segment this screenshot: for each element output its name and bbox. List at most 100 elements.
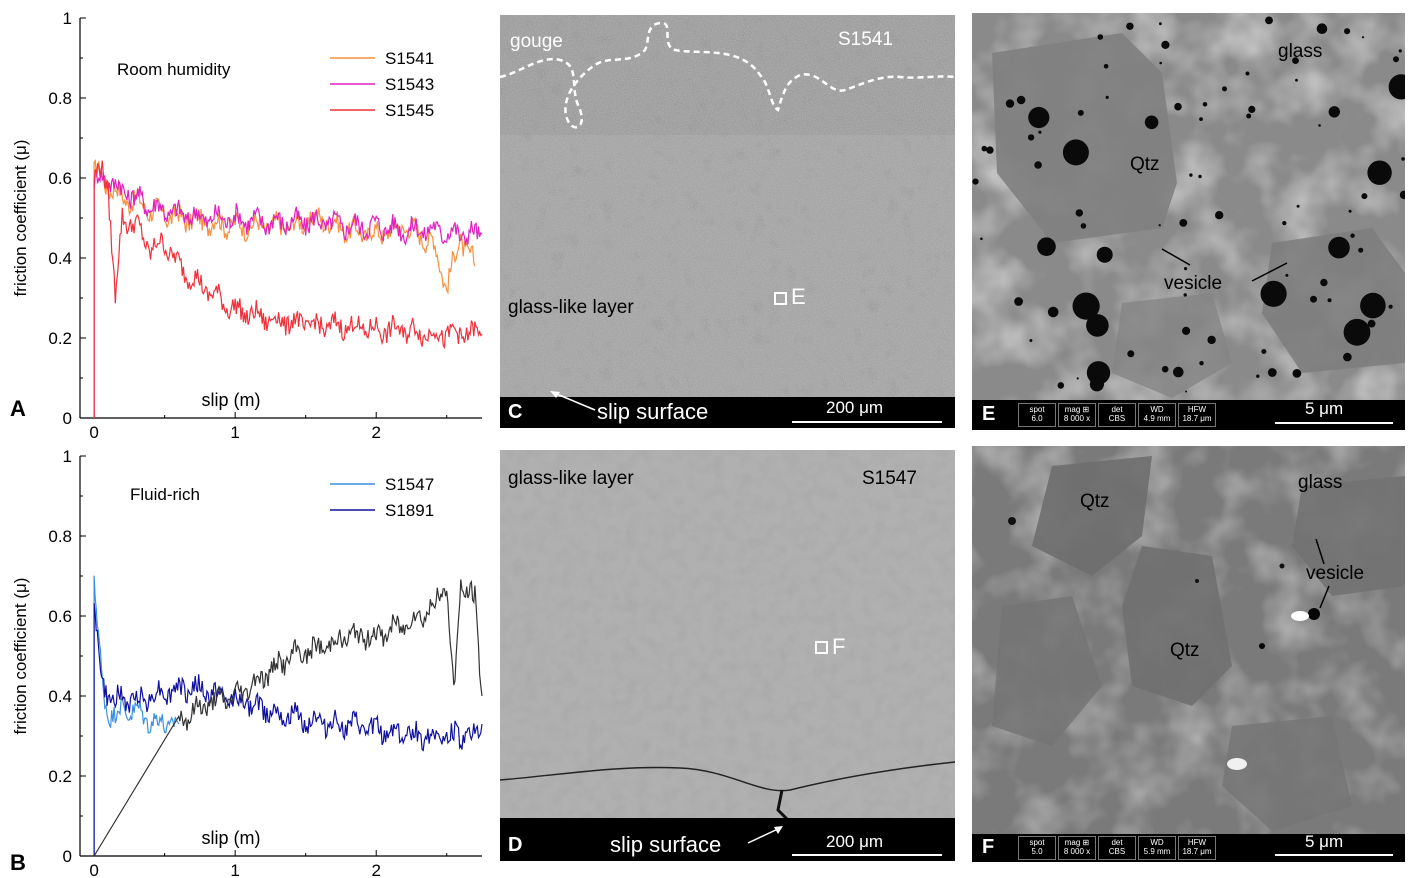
series-line-s1547 (93, 575, 180, 856)
vesicle-dot (1185, 390, 1188, 393)
vesicle-dot (1057, 382, 1065, 389)
vesicle-dot (1189, 173, 1193, 177)
vesicle-dot (1199, 361, 1204, 366)
series-line-unlabeled (93, 579, 483, 857)
vesicle-dot (1126, 22, 1134, 30)
y-axis-label: friction coefficient (μ) (11, 578, 30, 735)
series-line-s1543 (93, 167, 483, 418)
legend-label: S1891 (385, 501, 434, 520)
layer-label-d: glass-like layer (508, 468, 634, 489)
legend-label: S1541 (385, 49, 434, 68)
vesicle-pointer-f2 (1319, 585, 1330, 609)
y-tick-label: 0.6 (48, 169, 72, 188)
meta-value: 18.7 μm (1182, 414, 1212, 423)
vesicle-dot (1184, 267, 1188, 271)
vesicle-dot (1343, 318, 1371, 346)
meta-value: 6.0 (1031, 414, 1043, 423)
sem-image-e: glass Qtz vesicle spot 6.0 mag ⊞ 8 000 x det… (972, 13, 1405, 430)
sem-texture-e (972, 13, 1405, 430)
y-tick-label: 0.6 (48, 607, 72, 626)
sem-texture-d (500, 450, 955, 861)
vesicle-dot (1222, 86, 1227, 92)
vesicle-dot (1245, 71, 1250, 76)
vesicle-dot (1076, 377, 1079, 380)
vesicle-dot (1005, 99, 1015, 108)
sem-image-d: glass-like layer S1547 F slip surface 20… (500, 450, 955, 861)
vesicle-dot (1086, 314, 1109, 337)
slip-surface-arrow-c (551, 391, 596, 411)
vesicle-dot (1159, 61, 1162, 65)
x-axis-label: slip (m) (202, 390, 261, 410)
y-tick-label: 0 (63, 409, 72, 428)
vesicle-dot (1202, 102, 1208, 107)
vesicle-dot (1367, 319, 1376, 328)
scale-line-c (792, 421, 942, 423)
vesicle-dot (1343, 352, 1352, 362)
y-tick-label: 0.8 (48, 89, 72, 108)
vesicle-dot (1173, 366, 1184, 378)
vesicle-dot (1029, 339, 1033, 342)
panel-letter-d: D (508, 834, 523, 856)
vesicle-dot (1328, 236, 1350, 259)
meta-key: mag ⊞ (1064, 405, 1090, 414)
slip-surface-arrow-d (747, 827, 781, 844)
meta-key: det (1111, 838, 1123, 847)
vesicle-dot (1267, 368, 1277, 377)
vesicle-dot (1261, 349, 1267, 354)
scale-line-f (1275, 854, 1393, 856)
sem-image-c: gouge S1541 glass-like layer E slip surf… (500, 15, 955, 428)
sem-texture-f (972, 446, 1405, 862)
vesicle-dot (1399, 190, 1405, 200)
vesicle-dot (1316, 23, 1328, 34)
vesicles-e (972, 16, 1405, 393)
meta-key: HFW (1187, 838, 1207, 847)
vesicle-dot (1318, 124, 1321, 127)
panel-letter-c: C (508, 401, 523, 423)
y-tick-label: 0 (63, 847, 72, 866)
meta-key: HFW (1187, 405, 1207, 414)
y-tick-label: 0.4 (48, 249, 72, 268)
vesicle-dot (1028, 106, 1050, 129)
info-strip-f (972, 834, 1405, 862)
qtz-label-f2: Qtz (1170, 640, 1200, 661)
meta-value: CBS (1108, 414, 1126, 423)
vesicle-dot (1161, 40, 1170, 49)
y-tick-label: 1 (63, 9, 72, 28)
vesicle-dot (1388, 74, 1405, 100)
vesicle-dot (1327, 298, 1332, 303)
x-tick-label: 2 (371, 861, 380, 878)
vesicle-pointer-e1 (1161, 248, 1191, 266)
vesicle-dot (1350, 233, 1355, 238)
vesicle-dot (1361, 36, 1365, 39)
y-tick-label: 0.8 (48, 527, 72, 546)
sample-label-d: S1547 (862, 468, 917, 489)
meta-key: det (1111, 405, 1123, 414)
vesicle-dot (1310, 295, 1317, 303)
vesicle-dot (1174, 102, 1182, 111)
vesicle-pointer-f1 (1315, 538, 1325, 565)
vesicle-dot (1034, 161, 1042, 169)
vesicle-dot (1398, 49, 1402, 53)
vesicle-dot (1027, 134, 1035, 141)
vesicle-dot (1062, 139, 1089, 166)
meta-cell: det CBS (1098, 836, 1136, 860)
series-line-s1545 (93, 160, 483, 418)
meta-key: WD (1150, 405, 1164, 414)
vesicle-dot (1348, 209, 1352, 213)
vesicle-dot (1292, 369, 1302, 378)
vesicle-dot (1360, 292, 1386, 319)
meta-cell: det CBS (1098, 403, 1136, 427)
vesicle-dot (1361, 193, 1368, 200)
meta-cell: spot 5.0 (1018, 836, 1056, 860)
legend-label: S1543 (385, 75, 434, 94)
legend-label: S1545 (385, 101, 434, 120)
legend-label: S1547 (385, 475, 434, 494)
inset-box-f (815, 641, 828, 654)
meta-key: spot (1029, 405, 1045, 414)
condition-annotation: Room humidity (117, 60, 231, 79)
box-label-f: F (832, 634, 846, 659)
meta-value: 5.9 mm (1143, 847, 1171, 856)
vesicle-dot (1215, 211, 1224, 220)
glass-label-f: glass (1298, 472, 1343, 493)
meta-cell: HFW 18.7 μm (1178, 403, 1216, 427)
